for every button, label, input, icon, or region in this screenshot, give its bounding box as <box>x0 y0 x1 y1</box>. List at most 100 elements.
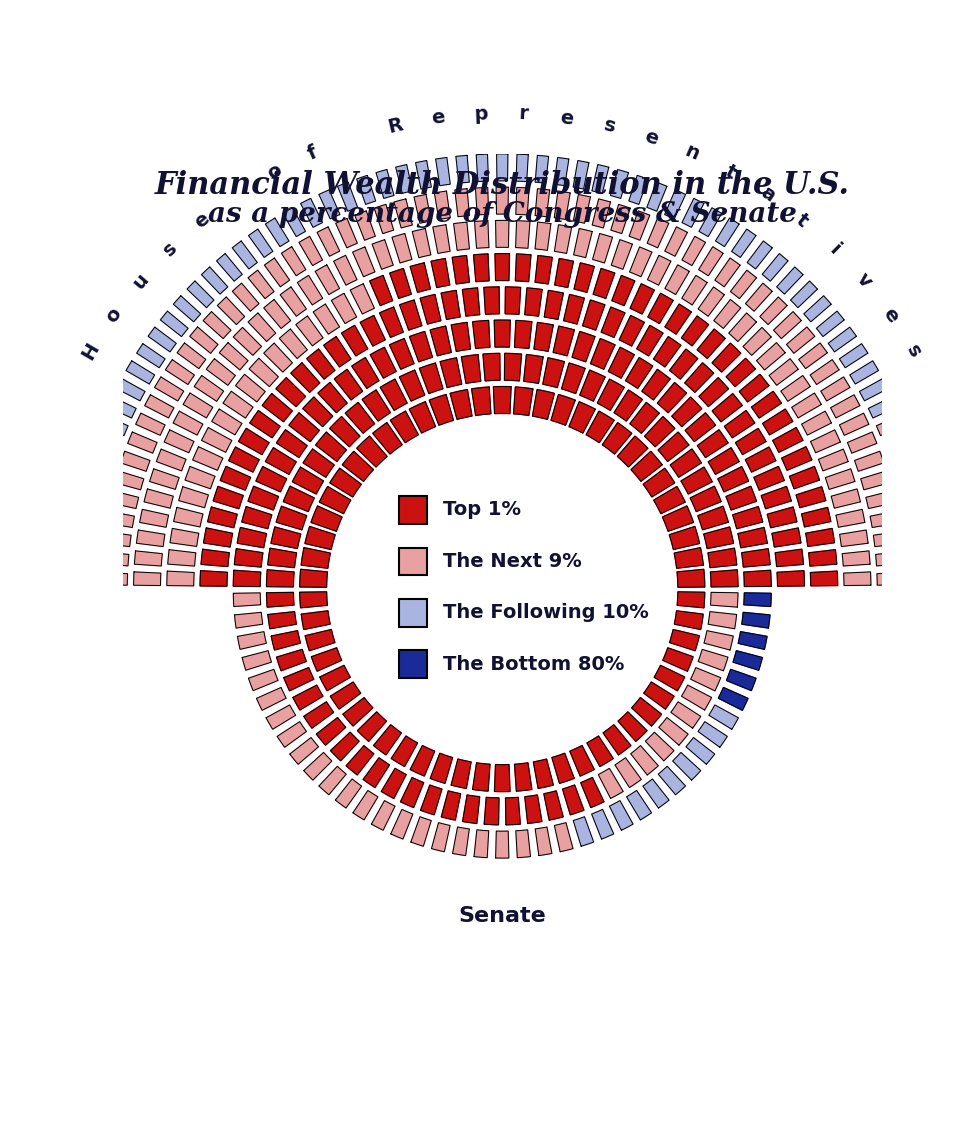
Polygon shape <box>270 527 301 549</box>
Polygon shape <box>355 211 375 240</box>
Polygon shape <box>514 762 532 791</box>
Polygon shape <box>140 510 169 527</box>
Polygon shape <box>532 390 555 419</box>
Polygon shape <box>353 247 375 277</box>
Polygon shape <box>495 254 510 281</box>
Polygon shape <box>312 648 342 671</box>
Polygon shape <box>390 411 418 442</box>
Polygon shape <box>419 363 443 393</box>
Polygon shape <box>430 753 453 783</box>
Polygon shape <box>329 416 360 447</box>
Text: o: o <box>102 304 125 326</box>
Polygon shape <box>237 632 267 649</box>
Polygon shape <box>463 288 480 317</box>
Polygon shape <box>430 326 452 355</box>
Polygon shape <box>223 391 253 418</box>
Text: e: e <box>429 107 446 128</box>
Polygon shape <box>685 413 715 441</box>
Polygon shape <box>505 287 520 314</box>
Text: u: u <box>128 270 152 293</box>
Polygon shape <box>569 745 594 776</box>
Polygon shape <box>335 780 362 808</box>
Polygon shape <box>238 429 270 455</box>
Polygon shape <box>276 506 307 530</box>
Polygon shape <box>117 378 145 401</box>
Polygon shape <box>292 467 323 494</box>
Polygon shape <box>316 432 347 462</box>
Polygon shape <box>248 270 274 298</box>
Polygon shape <box>603 725 631 754</box>
Polygon shape <box>161 311 188 336</box>
Polygon shape <box>233 327 262 355</box>
Polygon shape <box>476 154 488 182</box>
Polygon shape <box>698 287 724 317</box>
Polygon shape <box>204 528 232 547</box>
Polygon shape <box>496 187 509 214</box>
Polygon shape <box>396 165 413 193</box>
Polygon shape <box>535 155 549 183</box>
Polygon shape <box>505 353 521 381</box>
Text: o: o <box>264 160 284 184</box>
Polygon shape <box>431 823 450 852</box>
Polygon shape <box>394 199 413 227</box>
Polygon shape <box>709 612 737 629</box>
Polygon shape <box>303 449 334 478</box>
Polygon shape <box>818 449 848 471</box>
Polygon shape <box>234 549 263 567</box>
Text: e: e <box>191 209 214 232</box>
Polygon shape <box>890 453 919 472</box>
Polygon shape <box>515 187 529 215</box>
Polygon shape <box>632 697 662 726</box>
Polygon shape <box>629 211 650 240</box>
Polygon shape <box>352 358 379 389</box>
Polygon shape <box>452 256 469 283</box>
Polygon shape <box>173 507 203 527</box>
Polygon shape <box>157 449 186 471</box>
Polygon shape <box>592 165 609 193</box>
Polygon shape <box>136 530 165 546</box>
Text: n: n <box>681 142 702 165</box>
Polygon shape <box>305 630 335 650</box>
Polygon shape <box>220 466 251 490</box>
Polygon shape <box>825 469 855 489</box>
Polygon shape <box>358 712 386 742</box>
Polygon shape <box>730 270 757 298</box>
Polygon shape <box>552 753 574 783</box>
Polygon shape <box>625 358 653 389</box>
Text: t: t <box>722 161 739 183</box>
Polygon shape <box>68 553 95 566</box>
Polygon shape <box>876 552 904 566</box>
Polygon shape <box>909 553 937 566</box>
Polygon shape <box>535 256 553 283</box>
Polygon shape <box>866 490 895 509</box>
Polygon shape <box>787 327 814 353</box>
Polygon shape <box>150 469 179 489</box>
Polygon shape <box>573 229 592 257</box>
Polygon shape <box>319 665 351 690</box>
Text: s: s <box>903 342 925 361</box>
Polygon shape <box>581 777 604 808</box>
Polygon shape <box>410 401 435 433</box>
Polygon shape <box>456 155 469 183</box>
Polygon shape <box>414 194 431 223</box>
Polygon shape <box>647 218 668 248</box>
Polygon shape <box>714 258 740 287</box>
Polygon shape <box>860 471 890 490</box>
Polygon shape <box>738 527 767 547</box>
Polygon shape <box>357 437 387 467</box>
Polygon shape <box>669 630 700 650</box>
Polygon shape <box>126 361 155 384</box>
Polygon shape <box>364 758 389 788</box>
Polygon shape <box>316 265 340 295</box>
Polygon shape <box>681 685 711 710</box>
Polygon shape <box>248 486 278 510</box>
Polygon shape <box>855 451 884 471</box>
Polygon shape <box>441 791 461 821</box>
Polygon shape <box>212 409 242 434</box>
Polygon shape <box>718 687 748 710</box>
Polygon shape <box>681 315 709 346</box>
Polygon shape <box>121 451 150 471</box>
Polygon shape <box>724 410 755 438</box>
Polygon shape <box>103 531 131 546</box>
Polygon shape <box>391 809 413 839</box>
